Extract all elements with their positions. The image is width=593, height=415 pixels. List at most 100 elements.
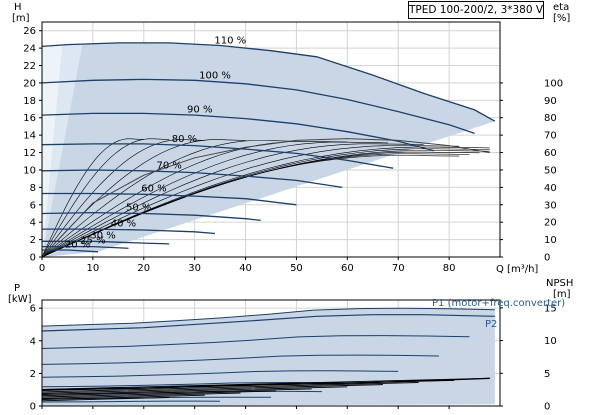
npsh-main-curve [41, 377, 490, 391]
head-curve [42, 245, 129, 249]
p2-curve-label: P2 [485, 319, 498, 330]
q-axis-label: Q [m³/h] [496, 264, 539, 275]
top-y-tick-label: 10 [23, 165, 36, 176]
head-curve-label: 60 % [141, 184, 166, 195]
top-y-tick-label: 22 [23, 61, 36, 72]
head-curve [41, 78, 475, 135]
iso-efficiency-line [41, 138, 170, 258]
head-curve-label: 25 % [80, 236, 105, 247]
head-curve-label: 70 % [157, 161, 182, 172]
iso-efficiency-line [41, 146, 490, 258]
top-y-tick-label: 14 [23, 131, 36, 142]
npsh-curve [41, 382, 419, 393]
top-y2-tick-label: 40 [544, 183, 557, 194]
top-y2-tick-label: 60 [544, 148, 557, 159]
power-curve [41, 400, 221, 403]
iso-efficiency-line [41, 139, 205, 258]
top-y-tick-label: 26 [23, 26, 36, 37]
npsh-curve [41, 392, 241, 399]
iso-efficiency-line [41, 141, 348, 258]
top-y2-tick-label: 80 [544, 113, 557, 124]
top-plot-frame [41, 21, 501, 258]
head-curve [42, 240, 170, 245]
head-curve [42, 192, 297, 206]
p-axis-unit: [kW] [8, 294, 32, 305]
top-y-tick-label: 8 [30, 183, 36, 194]
eta-axis-label: eta [553, 2, 570, 13]
bottom-y2-tick-label: 10 [544, 336, 557, 347]
power-curve [41, 354, 439, 365]
operating-area [42, 42, 495, 258]
npsh-curve [41, 388, 312, 397]
power-curve [41, 370, 399, 378]
top-y-tick-label: 0 [30, 253, 36, 264]
bottom-y2-tick-label: 0 [544, 402, 550, 413]
head-curve-label: 50 % [126, 202, 151, 213]
top-x-tick-label: 0 [39, 263, 45, 274]
top-x-tick-label: 60 [341, 263, 354, 274]
head-curve-label: 30 % [90, 231, 115, 242]
npsh-curve [41, 396, 170, 402]
iso-efficiency-line [41, 155, 460, 258]
bottom-y-tick-label: 0 [30, 402, 36, 413]
top-y-tick-label: 2 [30, 235, 36, 246]
top-y2-tick-label: 50 [544, 165, 557, 176]
bottom-plot-frame [41, 299, 501, 407]
top-y-tick-label: 24 [23, 44, 36, 55]
bottom-y-tick-label: 6 [30, 304, 36, 315]
head-curve [42, 228, 216, 235]
top-y2-tick-label: 70 [544, 131, 557, 142]
head-curve-label: 20 % [65, 240, 90, 251]
bottom-y-tick-label: 2 [30, 369, 36, 380]
iso-efficiency-line [41, 141, 389, 258]
top-y2-tick-label: 30 [544, 200, 557, 211]
top-x-tick-label: 70 [392, 263, 405, 274]
h-axis-label: H [14, 2, 22, 13]
operating-area-edge [42, 44, 63, 257]
head-curve-label: 110 % [214, 36, 246, 47]
iso-efficiency-line [41, 140, 297, 258]
iso-efficiency-line [41, 145, 460, 258]
eta-curve [41, 138, 490, 258]
top-y2-tick-label: 10 [544, 235, 557, 246]
top-x-tick-label: 30 [188, 263, 201, 274]
power-curve [41, 335, 470, 349]
top-x-tick-label: 80 [443, 263, 456, 274]
npsh-curve [41, 394, 205, 400]
head-curve-label: 100 % [199, 71, 231, 82]
top-x-tick-label: 10 [87, 263, 100, 274]
head-curve [42, 249, 99, 253]
head-curve [41, 211, 261, 222]
top-y-tick-label: 6 [30, 200, 36, 211]
bottom-y2-tick-label: 15 [544, 303, 557, 314]
head-curve [41, 42, 496, 122]
head-curve-label: 80 % [172, 134, 197, 145]
top-y-tick-label: 12 [23, 148, 36, 159]
power-curve [41, 307, 495, 327]
head-curve [41, 169, 343, 189]
bottom-y2-tick-label: 5 [544, 369, 550, 380]
npsh-curve [41, 390, 277, 398]
top-x-tick-label: 40 [239, 263, 252, 274]
top-y-tick-label: 20 [23, 78, 36, 89]
top-y2-tick-label: 90 [544, 96, 557, 107]
top-y-tick-label: 18 [23, 96, 36, 107]
bottom-y-tick-label: 4 [30, 336, 36, 347]
top-y2-tick-label: 0 [544, 253, 550, 264]
top-x-tick-label: 20 [137, 263, 150, 274]
p-axis-label: P [14, 283, 21, 294]
p1-curve-label: P1 (motor+freq.converter) [432, 298, 566, 309]
npsh-curve [41, 384, 384, 394]
head-curve [41, 112, 434, 152]
p2-curve [41, 314, 495, 332]
npsh-axis-unit: [m] [553, 289, 571, 300]
npsh-curve [41, 377, 490, 390]
head-curve-label: 90 % [187, 104, 212, 115]
head-curve [41, 143, 394, 169]
eta-axis-unit: [%] [553, 13, 571, 24]
top-y-tick-label: 4 [30, 218, 36, 229]
npsh-axis-label: NPSH [546, 278, 574, 289]
top-y2-tick-label: 100 [544, 78, 563, 89]
